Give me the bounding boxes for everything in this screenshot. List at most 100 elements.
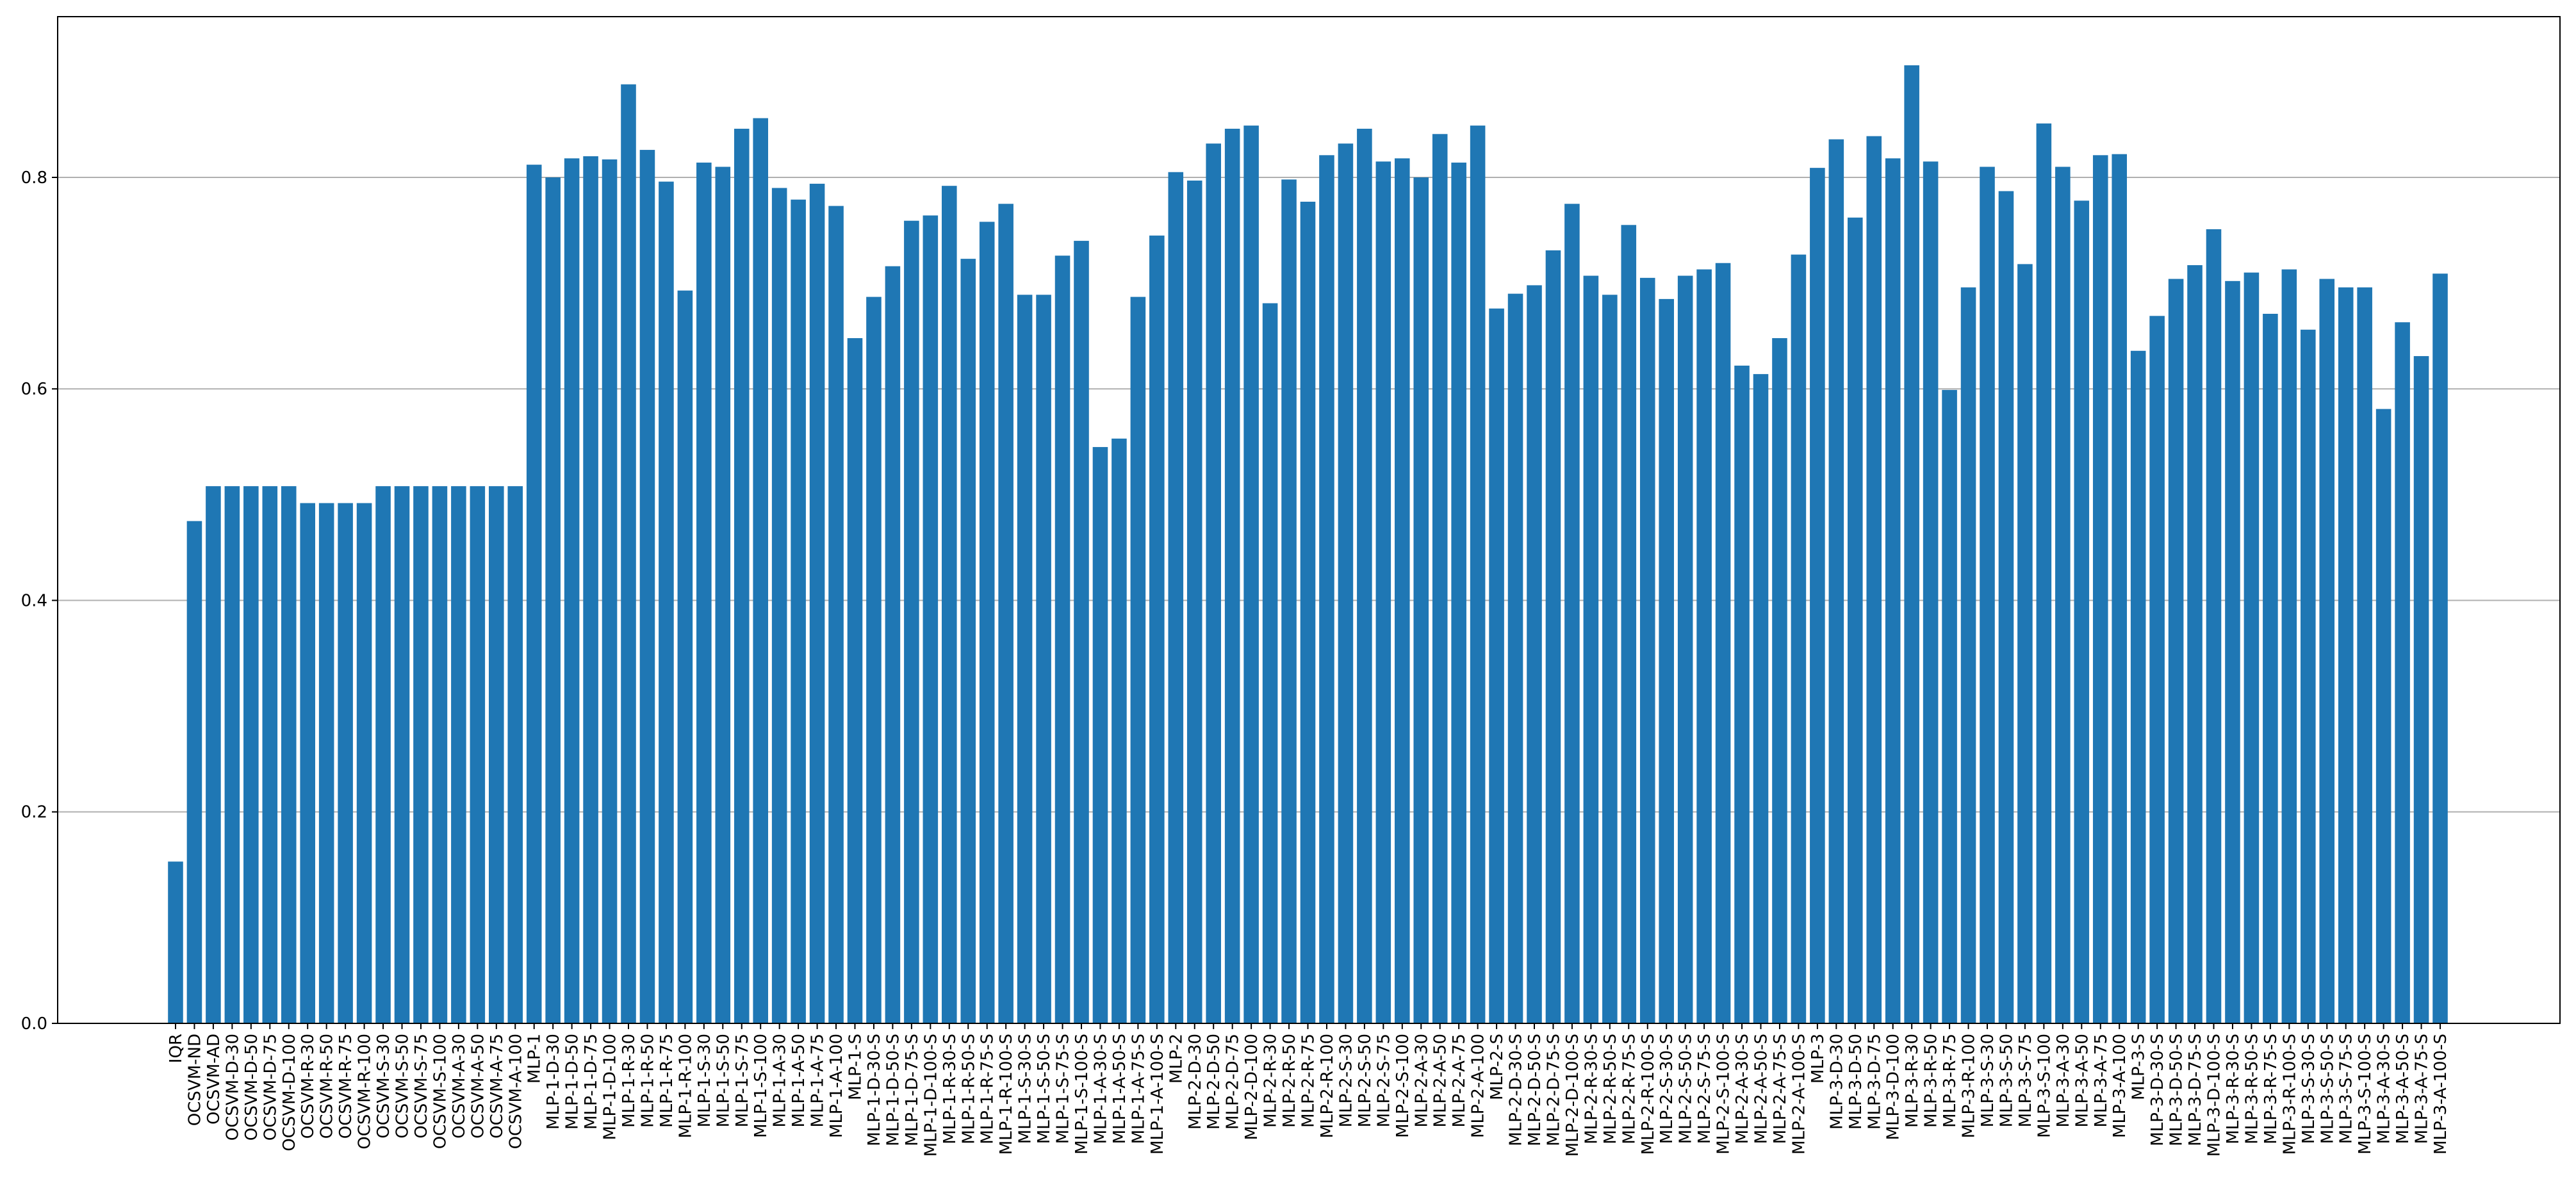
bar	[1753, 374, 1769, 1023]
bar	[1696, 269, 1712, 1024]
x-tick-label: MLP-2-S-50-S	[1677, 1034, 1696, 1144]
bar	[659, 181, 674, 1023]
bar	[771, 188, 787, 1024]
x-tick-label: MLP-1-A-30-S	[1091, 1034, 1110, 1144]
plot-frame	[57, 16, 2561, 1024]
bar	[413, 486, 429, 1023]
bar	[300, 503, 315, 1023]
x-tick-label: MLP-2-D-100	[1242, 1034, 1261, 1140]
bar	[1224, 129, 1240, 1024]
x-tick-label: MLP-1-D-50	[563, 1034, 582, 1130]
bar	[1017, 295, 1033, 1024]
bar	[470, 486, 486, 1023]
bar	[2432, 273, 2448, 1023]
x-tick-label: MLP-3-R-30	[1903, 1034, 1922, 1128]
x-tick-label: MLP-2-S-100-S	[1714, 1034, 1734, 1155]
bar	[1715, 263, 1731, 1024]
x-tick-label: MLP-2-A-75-S	[1771, 1034, 1790, 1144]
bar	[206, 486, 221, 1023]
bar	[1791, 254, 1807, 1024]
x-tick-label: MLP-2-R-100-S	[1639, 1034, 1658, 1155]
bar	[1149, 235, 1165, 1023]
bar	[1168, 172, 1184, 1023]
x-tick-label: MLP-2-A-100-S	[1789, 1034, 1809, 1155]
x-tick-label: MLP-2-S-75	[1374, 1034, 1393, 1127]
x-tick-label: OCSVM-R-100	[356, 1034, 375, 1150]
x-tick-label: OCSVM-A-75	[488, 1034, 507, 1139]
x-tick-label: MLP-1-S-100	[751, 1034, 771, 1138]
bar	[2168, 279, 2184, 1024]
x-tick-label: MLP-2-A-50-S	[1752, 1034, 1771, 1144]
x-tick-label: MLP-1-D-30-S	[865, 1034, 884, 1146]
bar	[2074, 200, 2090, 1023]
x-tick-label: MLP-3-S-75-S	[2337, 1034, 2356, 1144]
bar	[1375, 161, 1391, 1024]
x-tick-label: MLP-1-A-30	[771, 1034, 790, 1127]
bar	[2187, 265, 2203, 1024]
bar	[1810, 168, 1825, 1023]
bar	[942, 186, 957, 1024]
bar	[1885, 158, 1901, 1023]
x-tick-label: MLP-1-R-100	[676, 1034, 695, 1138]
x-tick-label: MLP-3-D-100	[1884, 1034, 1903, 1140]
bar	[1639, 277, 1655, 1024]
x-tick-label: MLP-2-S-100	[1393, 1034, 1413, 1138]
x-tick-label: MLP-2-A-30-S	[1733, 1034, 1752, 1144]
bar	[507, 486, 523, 1023]
bar	[639, 150, 655, 1023]
bar	[1828, 139, 1844, 1023]
x-tick-label: MLP-2-A-75	[1450, 1034, 1469, 1127]
bar	[2244, 272, 2260, 1024]
bar	[583, 156, 598, 1023]
bar	[1923, 161, 1939, 1024]
bar	[2112, 154, 2127, 1024]
x-tick-label: MLP-2-D-50	[1204, 1034, 1224, 1130]
bar	[734, 129, 750, 1024]
bar	[696, 162, 712, 1024]
x-tick-label: MLP-1	[525, 1034, 545, 1084]
x-tick-label: OCSVM-A-30	[450, 1034, 469, 1139]
bar	[1451, 162, 1466, 1024]
bar	[2375, 409, 2391, 1023]
x-tick-label: MLP-2-R-75-S	[1620, 1034, 1639, 1144]
bar	[1564, 204, 1580, 1024]
x-tick-label: MLP-3-D-50	[1846, 1034, 1866, 1130]
x-tick-label: MLP-3-R-50-S	[2242, 1034, 2261, 1144]
bar	[791, 199, 806, 1023]
y-tick-label: 0.2	[21, 803, 47, 822]
bar	[2055, 167, 2071, 1023]
x-tick-label: MLP-2-D-100-S	[1563, 1034, 1582, 1157]
bar	[677, 290, 693, 1023]
bar	[1206, 143, 1221, 1024]
bar	[1942, 389, 1957, 1023]
x-tick-label: MLP-1-S-100-S	[1072, 1034, 1092, 1155]
x-tick-label: MLP-2-A-30	[1412, 1034, 1431, 1127]
bar	[1980, 167, 1995, 1023]
bar	[715, 167, 731, 1023]
bar	[1054, 256, 1071, 1024]
bar	[1866, 136, 1882, 1024]
bar	[1998, 191, 2014, 1023]
x-tick-label: MLP-2-A-50	[1431, 1034, 1450, 1127]
bar	[2206, 229, 2222, 1024]
x-tick-label: MLP-1-S-50-S	[1035, 1034, 1054, 1144]
bar	[828, 206, 844, 1023]
bar	[1734, 365, 1750, 1023]
x-tick-label: MLP-3-S	[2129, 1034, 2149, 1100]
x-tick-label: MLP-3-A-75	[2092, 1034, 2111, 1127]
bar	[1583, 275, 1599, 1023]
x-tick-label: MLP-3-A-30	[2054, 1034, 2073, 1127]
bar	[1338, 143, 1354, 1024]
x-tick-label: MLP-3-R-100-S	[2280, 1034, 2299, 1155]
x-tick-label: MLP-3-D-100-S	[2205, 1034, 2224, 1157]
bar	[1659, 298, 1674, 1023]
x-tick-label: MLP-1-D-75-S	[903, 1034, 922, 1146]
x-tick-label: MLP-1-A-50-S	[1110, 1034, 1129, 1144]
bar	[1432, 134, 1448, 1023]
x-tick-label: MLP-2-R-75	[1299, 1034, 1318, 1128]
bar	[1074, 241, 1089, 1023]
x-tick-label: MLP-3-R-30-S	[2224, 1034, 2243, 1144]
x-tick-label: MLP-2-D-75	[1224, 1034, 1243, 1130]
bar	[432, 486, 448, 1023]
bar	[866, 297, 882, 1024]
